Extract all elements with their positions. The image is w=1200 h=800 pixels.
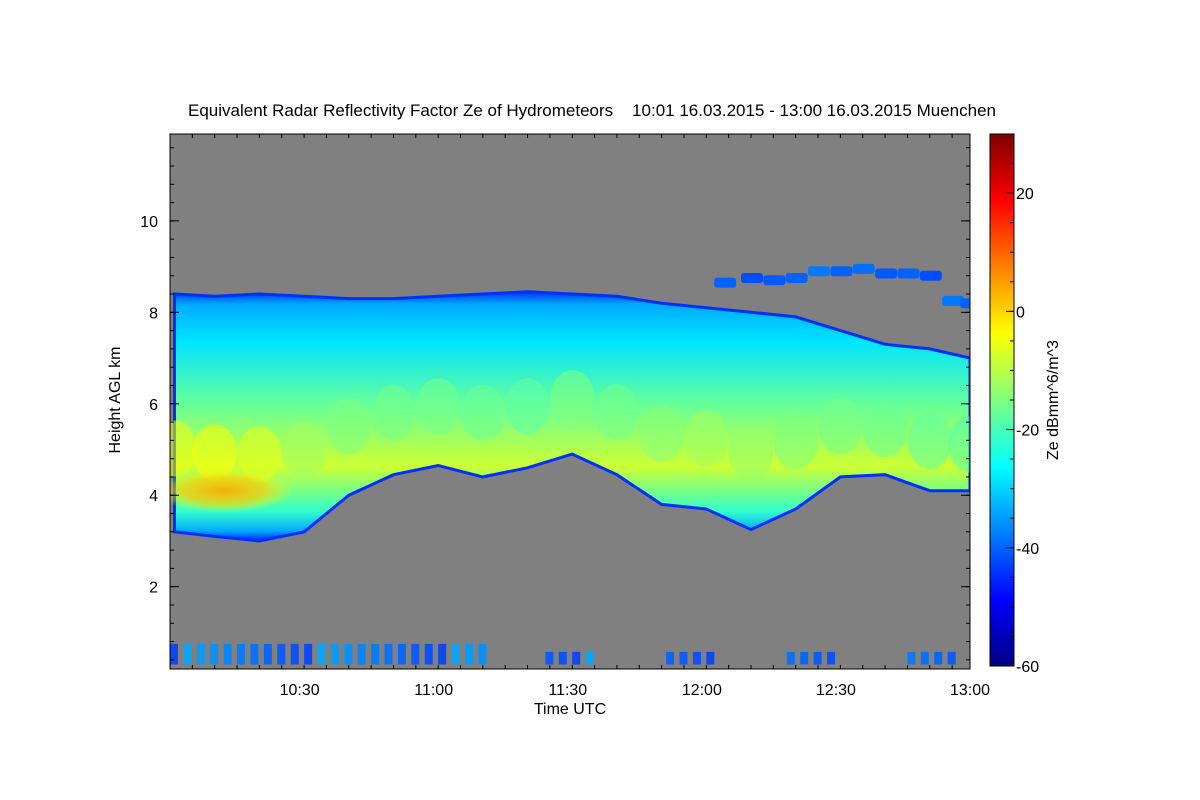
cloud-intensity-sample	[863, 401, 908, 458]
y-axis: 2 4 6 8 10	[140, 147, 970, 661]
surface-clutter-cell	[250, 643, 259, 665]
upper-layer-cell	[785, 273, 808, 283]
cloud-intensity-sample	[326, 398, 371, 455]
colorbar-tick-label: -20	[1016, 423, 1039, 440]
hot-core-region	[170, 468, 294, 513]
surface-clutter-cell	[237, 643, 245, 665]
surface-clutter-cell	[813, 651, 822, 665]
surface-clutter-cell	[706, 651, 715, 665]
surface-clutter-cell	[424, 643, 433, 665]
surface-clutter-cell	[907, 651, 916, 665]
x-tick-label: 13:00	[950, 682, 990, 699]
surface-clutter-cell	[223, 643, 232, 665]
x-axis-label: Time UTC	[534, 701, 606, 718]
surface-clutter-cell	[558, 651, 567, 665]
surface-clutter-cell	[438, 643, 447, 665]
upper-layer-cell	[714, 277, 737, 288]
plot-frame	[169, 133, 971, 670]
upper-layer-cell	[830, 266, 853, 277]
x-tick-label: 12:30	[816, 682, 856, 699]
upper-layer-cell	[960, 298, 970, 309]
upper-layer-cell	[763, 275, 786, 286]
surface-clutter-cell	[210, 643, 219, 665]
cloud-intensity-sample	[907, 413, 952, 470]
plot-layers	[170, 263, 970, 665]
colorbar-tick-label: -40	[1016, 541, 1039, 558]
surface-clutter-cell	[371, 643, 380, 665]
surface-clutter-cell	[290, 643, 299, 665]
cloud-intensity-sample	[684, 410, 729, 467]
surface-clutter-cell	[196, 643, 205, 665]
cloud-intensity-sample	[237, 426, 282, 483]
surface-clutter-cell	[478, 643, 487, 665]
y-axis-label: Height AGL km	[107, 346, 124, 453]
y-tick-label: 10	[140, 214, 158, 231]
upper-layer-cell	[808, 266, 830, 277]
surface-clutter-cell	[692, 651, 701, 665]
upper-layer-cell	[741, 273, 763, 283]
colorbar-tick-label: 20	[1016, 186, 1034, 203]
surface-clutter-cell	[585, 651, 594, 665]
upper-layer-cell	[852, 263, 875, 274]
upper-layer-cell	[875, 268, 898, 279]
surface-clutter-cell	[827, 651, 835, 665]
surface-clutter-cell	[545, 651, 554, 665]
surface-clutter-cell	[679, 651, 688, 665]
y-tick-label: 8	[149, 305, 158, 322]
cloud-intensity-sample	[192, 424, 237, 481]
cloud-intensity-sample	[594, 384, 639, 441]
surface-clutter-cell	[330, 643, 339, 665]
surface-clutter-cell	[357, 643, 366, 665]
surface-clutter-cell	[786, 651, 795, 665]
surface-clutter-cell	[344, 643, 353, 665]
cloud-intensity-sample	[729, 425, 773, 482]
surface-clutter-cell	[465, 643, 473, 665]
upper-layer-cell	[942, 295, 965, 306]
surface-clutter-cell	[317, 643, 326, 665]
surface-clutter-cell	[451, 643, 460, 665]
colorbar-tick-label: 0	[1016, 304, 1025, 321]
cloud-intensity-sample	[948, 416, 970, 473]
x-axis: 10:30 11:00 11:30 12:00 12:30 13:00	[169, 134, 990, 699]
y-tick-label: 2	[149, 580, 158, 597]
surface-clutter-cell	[384, 643, 393, 665]
surface-clutter-cell	[947, 651, 956, 665]
surface-clutter-cell	[183, 643, 192, 665]
cloud-intensity-sample	[639, 406, 684, 462]
x-tick-label: 12:00	[682, 682, 722, 699]
colorbar-ticks: -60 -40 -20 0 20	[1006, 133, 1039, 676]
chart-title: Equivalent Radar Reflectivity Factor Ze …	[188, 101, 996, 120]
surface-clutter-cell	[666, 651, 675, 665]
surface-clutter-cell	[920, 651, 929, 665]
cloud-intensity-sample	[505, 378, 550, 435]
surface-clutter-cell	[411, 643, 420, 665]
colorbar-label: Ze dBmm^6/m^3	[1045, 340, 1062, 460]
cloud-intensity-sample	[371, 385, 416, 441]
x-tick-label: 11:30	[548, 682, 587, 699]
y-tick-label: 6	[149, 397, 158, 414]
surface-clutter-cell	[277, 643, 286, 665]
surface-clutter-cell	[304, 643, 313, 665]
colorbar-tick-label: -60	[1016, 659, 1039, 676]
cloud-intensity-sample	[550, 370, 595, 427]
cloud-intensity-sample	[170, 420, 197, 477]
surface-clutter-cell	[263, 643, 272, 665]
surface-clutter-cell	[397, 643, 406, 665]
cloud-intensity-sample	[416, 378, 461, 435]
surface-clutter-cell	[572, 651, 581, 665]
cloud-intensity-sample	[282, 421, 327, 478]
x-tick-label: 10:30	[280, 682, 320, 699]
surface-clutter-cell	[170, 643, 178, 665]
surface-clutter-cell	[934, 651, 943, 665]
y-tick-label: 4	[149, 488, 158, 505]
x-tick-label: 11:00	[414, 682, 453, 699]
cloud-intensity-sample	[818, 397, 863, 454]
cloud-intensity-sample	[773, 413, 818, 470]
surface-clutter-cell	[800, 651, 809, 665]
upper-layer-cell	[897, 268, 920, 279]
upper-layer-cell	[919, 270, 942, 281]
cloud-intensity-sample	[460, 384, 505, 441]
